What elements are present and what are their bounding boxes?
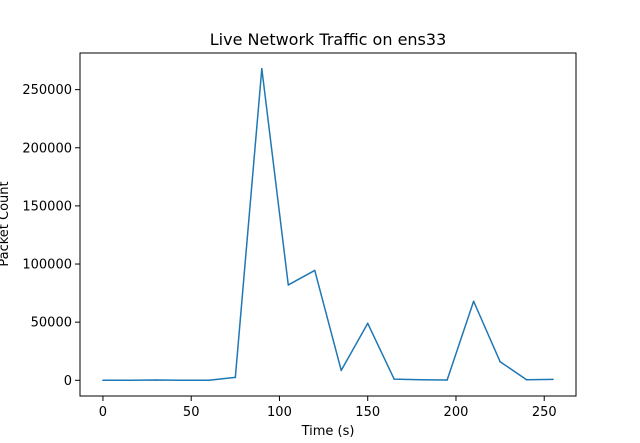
data-point (393, 378, 395, 380)
y-axis: 0 50000 100000 150000 200000 250000 (22, 83, 80, 389)
plot-area (80, 53, 576, 396)
x-tick-label: 100 (267, 405, 292, 420)
y-tick-label: 50000 (31, 316, 72, 331)
data-point (155, 379, 157, 381)
chart-title: Live Network Traffic on ens33 (210, 30, 447, 49)
data-point (419, 378, 422, 381)
x-tick-label: 50 (183, 405, 200, 420)
data-point (261, 67, 263, 70)
data-point (181, 379, 184, 382)
x-axis-label: Time (s) (301, 424, 355, 439)
x-tick-label: 0 (99, 405, 107, 420)
y-tick-label: 200000 (22, 141, 72, 156)
data-point (287, 284, 290, 286)
series-group (102, 67, 554, 382)
data-point (472, 300, 475, 303)
y-axis-label: Packet Count (0, 181, 12, 266)
x-tick-label: 250 (532, 405, 557, 420)
y-tick-label: 250000 (22, 83, 72, 98)
data-point (128, 379, 131, 382)
y-tick-label: 100000 (22, 258, 72, 273)
data-point (208, 379, 210, 382)
series-line (102, 67, 554, 382)
x-tick-label: 150 (355, 405, 380, 420)
data-point (234, 376, 237, 379)
x-tick-label: 200 (444, 405, 469, 420)
data-point (446, 379, 448, 381)
data-point (552, 378, 554, 381)
data-point (499, 360, 501, 363)
data-point (340, 369, 343, 372)
data-point (102, 379, 104, 382)
data-point (313, 269, 316, 272)
y-tick-label: 0 (64, 374, 72, 389)
x-axis: 0 50 100 150 200 250 (99, 396, 557, 420)
data-point (525, 378, 528, 381)
plot-frame (79, 52, 577, 397)
y-tick-label: 150000 (22, 199, 72, 214)
data-point (366, 322, 369, 325)
